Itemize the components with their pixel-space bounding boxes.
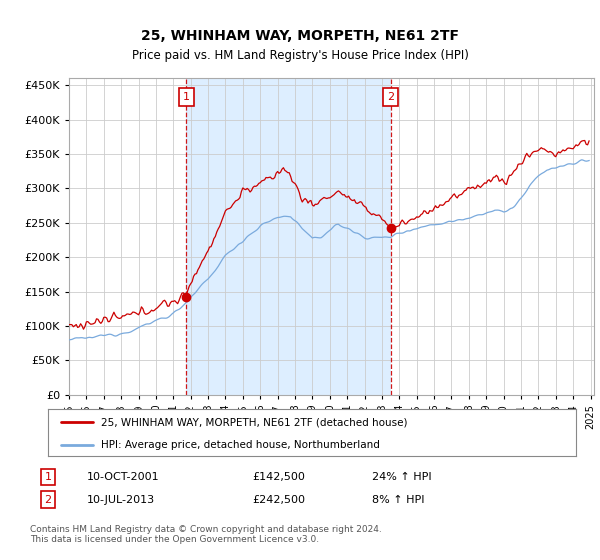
- Text: £142,500: £142,500: [252, 472, 305, 482]
- Text: 25, WHINHAM WAY, MORPETH, NE61 2TF (detached house): 25, WHINHAM WAY, MORPETH, NE61 2TF (deta…: [101, 417, 407, 427]
- Text: HPI: Average price, detached house, Northumberland: HPI: Average price, detached house, Nort…: [101, 440, 380, 450]
- Text: 2: 2: [387, 92, 394, 102]
- Text: 10-OCT-2001: 10-OCT-2001: [87, 472, 160, 482]
- Text: Contains HM Land Registry data © Crown copyright and database right 2024.
This d: Contains HM Land Registry data © Crown c…: [30, 525, 382, 544]
- Text: 8% ↑ HPI: 8% ↑ HPI: [372, 494, 425, 505]
- Text: 1: 1: [183, 92, 190, 102]
- Text: 2: 2: [44, 494, 52, 505]
- Text: 24% ↑ HPI: 24% ↑ HPI: [372, 472, 431, 482]
- Text: Price paid vs. HM Land Registry's House Price Index (HPI): Price paid vs. HM Land Registry's House …: [131, 49, 469, 63]
- Text: 10-JUL-2013: 10-JUL-2013: [87, 494, 155, 505]
- Text: 25, WHINHAM WAY, MORPETH, NE61 2TF: 25, WHINHAM WAY, MORPETH, NE61 2TF: [141, 29, 459, 44]
- Text: 1: 1: [44, 472, 52, 482]
- Bar: [187, 78, 391, 395]
- Text: £242,500: £242,500: [252, 494, 305, 505]
